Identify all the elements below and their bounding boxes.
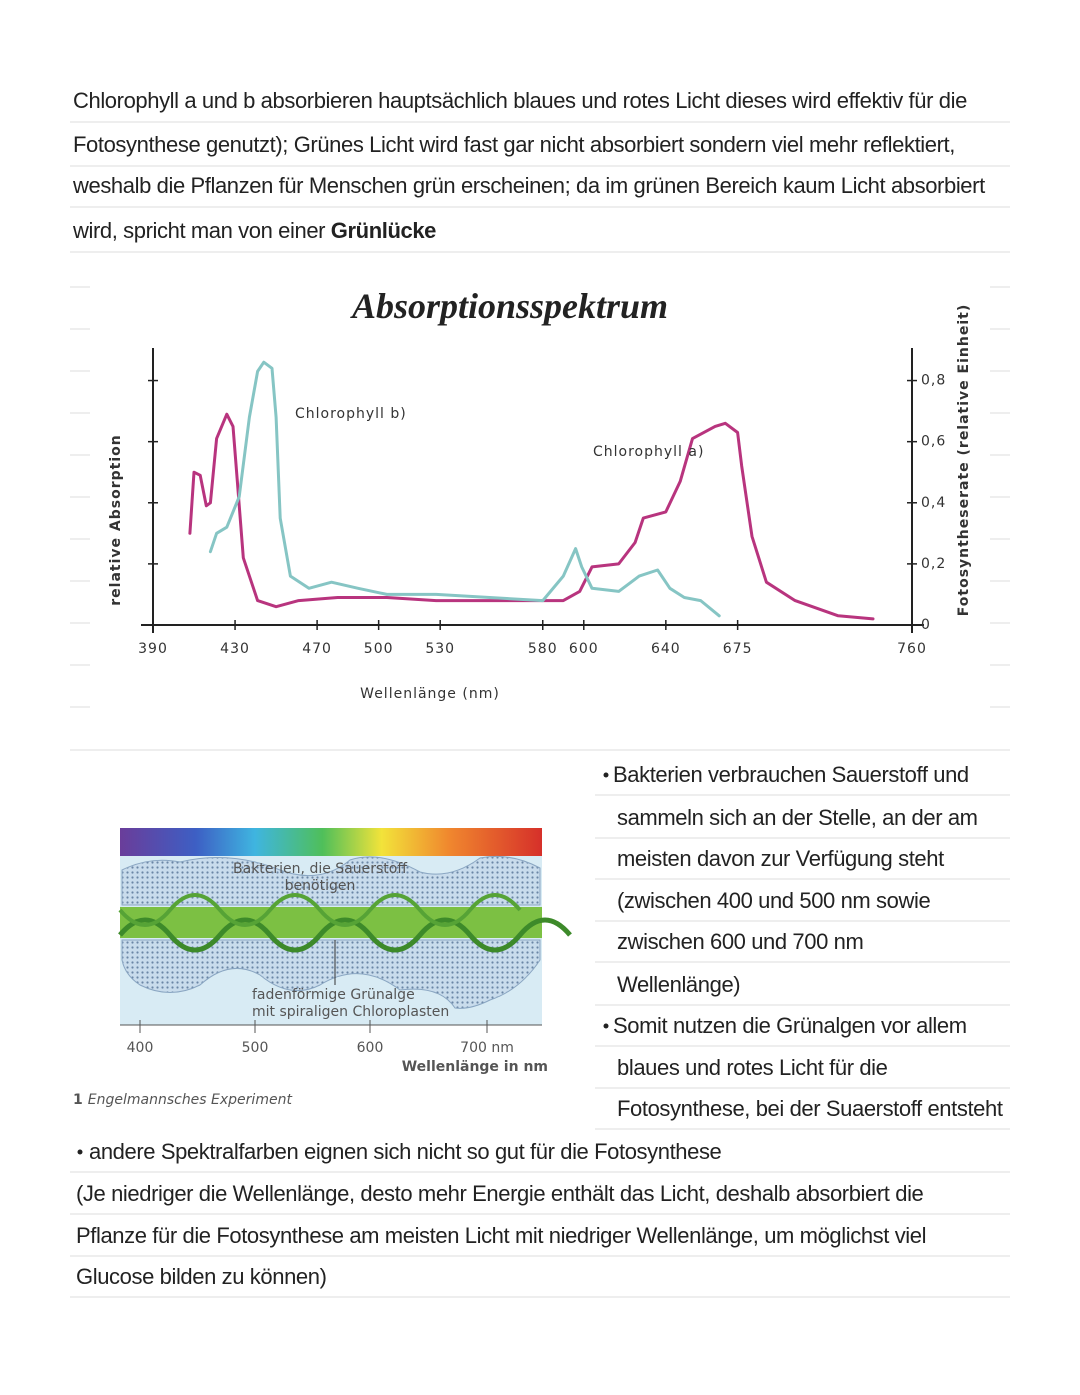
bullet-line: Bakterien verbrauchen Sauerstoff und — [613, 762, 969, 787]
series-label: Chlorophyll a) — [593, 444, 704, 460]
alga-label: fadenförmige Grünalge — [252, 987, 415, 1003]
alga-label: mit spiraligen Chloroplasten — [252, 1004, 449, 1020]
bullet — [603, 772, 609, 778]
y2-tick-label: 0,6 — [921, 434, 946, 450]
x-tick-label: 580 — [528, 641, 558, 657]
bullet-line: Wellenlänge) — [617, 972, 740, 997]
series-line — [188, 412, 875, 621]
y2-tick-label: 0,4 — [921, 495, 946, 511]
emphasis: Grünlücke — [331, 218, 436, 243]
bullet — [603, 1023, 609, 1029]
intro-line: weshalb die Pflanzen für Menschen grün e… — [72, 173, 985, 198]
intro-line: Chlorophyll a und b absorbieren hauptsäc… — [73, 88, 967, 113]
intro-line: Fotosynthese genutzt); Grünes Licht wird… — [73, 132, 955, 157]
bullet-line: Fotosynthese, bei der Suaerstoff entsteh… — [617, 1096, 1003, 1121]
x-tick-label: 500 — [364, 641, 394, 657]
bacteria-top — [121, 855, 541, 906]
bacteria-label: benötigen — [285, 878, 356, 894]
x-axis-label: Wellenlänge (nm) — [360, 686, 500, 702]
figure-tick-label: 400 — [127, 1040, 154, 1056]
x-tick-label: 760 — [897, 641, 927, 657]
bullet-line: sammeln sich an der Stelle, an der am — [617, 805, 978, 830]
conclusion-line: Glucose bilden zu können) — [76, 1264, 327, 1289]
figure-tick-label: 500 — [242, 1040, 269, 1056]
spectrum-bar — [120, 828, 542, 856]
conclusion-line: andere Spektralfarben eignen sich nicht … — [89, 1139, 722, 1164]
x-tick-label: 390 — [138, 641, 168, 657]
x-tick-label: 640 — [651, 641, 681, 657]
chloroplast-spiral — [118, 893, 522, 927]
intro-text: wird, spricht man von einer — [72, 218, 331, 243]
series-label: Chlorophyll b) — [295, 406, 407, 422]
conclusion-line: Pflanze für die Fotosynthese am meisten … — [76, 1223, 926, 1248]
bullet-line: meisten davon zur Verfügung steht — [617, 846, 944, 871]
caption-number: 1 — [73, 1092, 83, 1108]
x-tick-label: 600 — [569, 641, 599, 657]
bullet-line: zwischen 600 und 700 nm — [617, 929, 863, 954]
bacteria-label: Bakterien, die Sauerstoff — [233, 861, 407, 877]
x-tick-label: 470 — [302, 641, 332, 657]
bullet — [77, 1149, 83, 1155]
conclusion-line: (Je niedriger die Wellenlänge, desto meh… — [76, 1181, 924, 1206]
x-tick-label: 430 — [220, 641, 250, 657]
caption-text: Engelmannsches Experiment — [88, 1092, 293, 1108]
figure-tick-label: 600 — [357, 1040, 384, 1056]
ruled-lines — [70, 121, 1010, 1298]
bacteria-bottom — [121, 939, 541, 1009]
y2-tick-label: 0 — [921, 617, 931, 633]
y-axis-label: relative Absorption — [108, 434, 124, 605]
x-tick-label: 530 — [425, 641, 455, 657]
chart-title: Absorptionsspektrum — [350, 286, 668, 326]
series-line — [208, 360, 721, 618]
bullet-line: blaues und rotes Licht für die — [617, 1055, 888, 1080]
figure-axis-label: Wellenlänge in nm — [402, 1059, 548, 1075]
figure-caption: 1 Engelmannsches Experiment — [73, 1092, 292, 1108]
figure-tick-label: 700 nm — [460, 1040, 514, 1056]
intro-line: wird, spricht man von einer Grünlücke — [72, 218, 436, 243]
bullet-line: Somit nutzen die Grünalgen vor allem — [613, 1013, 967, 1038]
bullet-line: (zwischen 400 und 500 nm sowie — [617, 888, 930, 913]
chloroplast-spiral — [118, 917, 572, 953]
x-tick-label: 675 — [723, 641, 753, 657]
y2-tick-label: 0,2 — [921, 556, 946, 572]
y2-axis-label: Fotosyntheserate (relative Einheit) — [956, 304, 972, 616]
y2-tick-label: 0,8 — [921, 373, 946, 389]
